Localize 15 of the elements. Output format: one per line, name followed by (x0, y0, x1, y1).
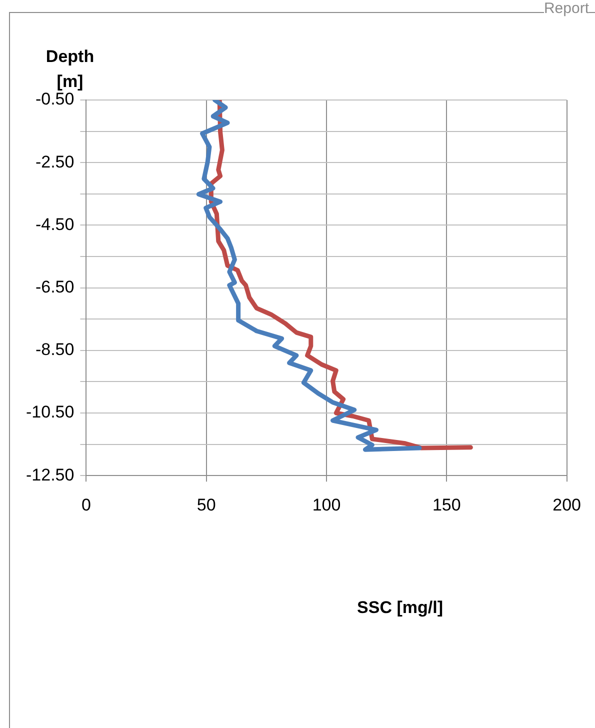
y-tick-label: -0.50 (35, 90, 74, 109)
y-tick-label: -12.50 (26, 465, 74, 484)
x-tick-label: 200 (552, 495, 582, 514)
y-tick-label: -6.50 (35, 277, 74, 296)
y-tick-label: -4.50 (35, 214, 74, 234)
y-tick-label: -2.50 (35, 152, 74, 172)
x-tick-label: 50 (196, 495, 216, 514)
x-tick-label: 100 (312, 495, 341, 514)
x-tick-label: 0 (81, 495, 91, 514)
y-axis-title: Depth [m] (46, 47, 94, 91)
y-tick-label: -10.50 (26, 402, 74, 422)
x-tick-label: 150 (432, 495, 461, 514)
y-tick-label: -8.50 (35, 340, 74, 360)
x-axis-title: SSC [mg/l] (357, 598, 443, 617)
text: Report (544, 0, 589, 17)
